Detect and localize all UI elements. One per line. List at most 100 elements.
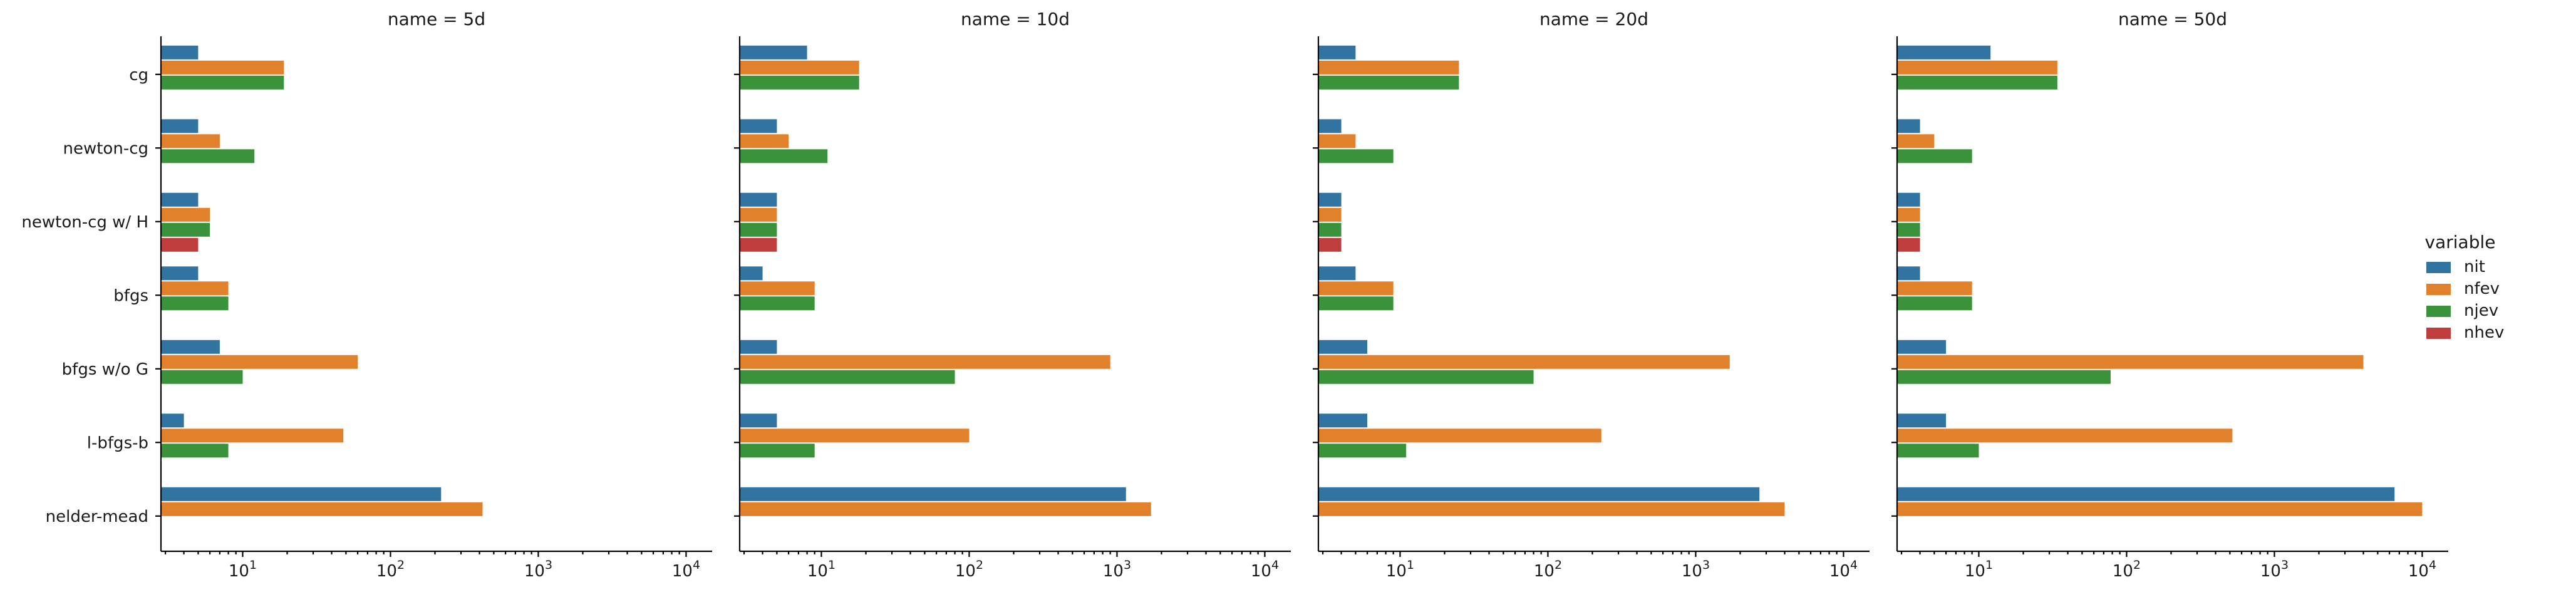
panel-title: name = 5d (388, 9, 485, 29)
bar-njev-cg (1897, 75, 2057, 90)
bar-nit-cg (161, 45, 199, 60)
bar-nhev-newton-cg-w-h (1897, 237, 1920, 252)
bar-nhev-newton-cg-w-h (161, 237, 199, 252)
x-tick-label: 101 (807, 558, 835, 581)
bar-nfev-bfgs (1318, 281, 1394, 296)
bar-njev-bfgs (1318, 296, 1394, 311)
bar-njev-newton-cg (1318, 149, 1394, 164)
x-tick-label: 103 (1682, 558, 1710, 581)
x-tick-label: 104 (672, 558, 700, 581)
x-tick-label: 101 (229, 558, 257, 581)
bar-njev-bfgs-w-o-g (1897, 370, 2111, 384)
facet-panel-2: name = 10d 101 102 103 104 (734, 9, 1291, 581)
bar-nit-nelder-mead (1318, 487, 1760, 501)
bar-nit-newton-cg (740, 119, 777, 133)
legend: variable nit nfev njev nhev (2425, 232, 2505, 342)
bar-nfev-nelder-mead (1897, 502, 2423, 516)
y-tick-label: l-bfgs-b (87, 434, 148, 452)
x-tick-label: 102 (2113, 558, 2141, 581)
bar-nfev-l-bfgs-b (1318, 428, 1601, 443)
bar-nfev-cg (1318, 60, 1459, 75)
bar-nfev-newton-cg-w-h (1318, 207, 1342, 222)
bar-njev-bfgs-w-o-g (740, 370, 955, 384)
panel-title: name = 50d (2118, 9, 2227, 29)
bar-nfev-bfgs (740, 281, 815, 296)
legend-label-nhev: nhev (2464, 323, 2504, 342)
bar-nfev-cg (1897, 60, 2057, 75)
bar-njev-newton-cg-w-h (1897, 222, 1920, 237)
bar-nfev-cg (161, 60, 284, 75)
bar-nit-cg (1318, 45, 1356, 60)
bar-nit-bfgs-w-o-g (1318, 340, 1368, 354)
bar-nit-nelder-mead (1897, 487, 2395, 501)
bar-nit-newton-cg-w-h (740, 192, 777, 207)
bar-njev-bfgs-w-o-g (161, 370, 243, 384)
bar-nit-bfgs (740, 266, 763, 281)
facet-panel-3: name = 20d 101 102 103 104 (1313, 9, 1870, 581)
bar-njev-l-bfgs-b (1318, 444, 1407, 458)
bar-nit-newton-cg (1318, 119, 1342, 133)
bar-nhev-newton-cg-w-h (740, 237, 777, 252)
bar-nit-newton-cg-w-h (161, 192, 199, 207)
bar-nit-l-bfgs-b (161, 413, 184, 428)
bar-njev-newton-cg (740, 149, 828, 164)
bar-njev-newton-cg-w-h (1318, 222, 1342, 237)
bar-nit-nelder-mead (740, 487, 1126, 501)
bar-nit-l-bfgs-b (740, 413, 777, 428)
y-tick-label: cg (129, 66, 148, 85)
x-tick-label: 103 (1103, 558, 1131, 581)
bar-nit-newton-cg (161, 119, 199, 133)
legend-label-njev: njev (2464, 301, 2498, 320)
bar-nit-l-bfgs-b (1897, 413, 1947, 428)
legend-label-nit: nit (2464, 257, 2485, 276)
bar-nit-newton-cg (1897, 119, 1920, 133)
bar-nit-bfgs-w-o-g (740, 340, 777, 354)
x-tick-label: 103 (524, 558, 552, 581)
bar-nit-newton-cg-w-h (1897, 192, 1920, 207)
legend-swatch-nhev (2426, 328, 2451, 339)
bar-nfev-l-bfgs-b (1897, 428, 2233, 443)
bar-nfev-newton-cg-w-h (161, 207, 210, 222)
bar-nfev-l-bfgs-b (740, 428, 970, 443)
bar-nit-l-bfgs-b (1318, 413, 1368, 428)
bar-nfev-newton-cg (1897, 134, 1935, 148)
bar-njev-l-bfgs-b (161, 444, 229, 458)
bar-njev-newton-cg (1897, 149, 1972, 164)
x-tick-label: 104 (1251, 558, 1279, 581)
legend-title: variable (2425, 232, 2496, 252)
x-tick-label: 103 (2260, 558, 2289, 581)
bar-nit-cg (1897, 45, 1991, 60)
bar-nfev-newton-cg-w-h (740, 207, 777, 222)
bar-njev-cg (161, 75, 284, 90)
bar-njev-bfgs (1897, 296, 1972, 311)
bar-nit-newton-cg-w-h (1318, 192, 1342, 207)
bar-nfev-bfgs-w-o-g (740, 355, 1110, 369)
bar-nfev-cg (740, 60, 859, 75)
bar-nfev-l-bfgs-b (161, 428, 344, 443)
legend-label-nfev: nfev (2464, 279, 2500, 298)
bar-nit-bfgs (1318, 266, 1356, 281)
y-tick-label: bfgs (113, 286, 148, 305)
y-tick-label: newton-cg w/ H (21, 213, 148, 232)
bar-nfev-bfgs-w-o-g (1318, 355, 1730, 369)
y-tick-label: nelder-mead (46, 507, 148, 526)
facet-panel-4: name = 50d 101 102 103 104 (1891, 9, 2448, 581)
bar-nit-bfgs-w-o-g (1897, 340, 1947, 354)
bar-nit-bfgs (161, 266, 199, 281)
panel-title: name = 10d (961, 9, 1070, 29)
bar-njev-l-bfgs-b (1897, 444, 1979, 458)
bar-nit-cg (740, 45, 807, 60)
bar-njev-newton-cg-w-h (161, 222, 210, 237)
x-tick-label: 101 (1386, 558, 1414, 581)
bar-njev-newton-cg-w-h (740, 222, 777, 237)
bar-njev-bfgs (740, 296, 815, 311)
x-tick-label: 104 (1829, 558, 1858, 581)
bar-nfev-nelder-mead (740, 502, 1151, 516)
bar-nfev-bfgs (1897, 281, 1972, 296)
bar-nfev-bfgs-w-o-g (161, 355, 358, 369)
bar-nfev-nelder-mead (161, 502, 483, 516)
y-tick-label: newton-cg (63, 139, 149, 158)
facet-panel-1: name = 5d cg newton-cg newton-cg w/ H bfgs bf… (21, 9, 712, 581)
legend-swatch-njev (2426, 306, 2451, 317)
